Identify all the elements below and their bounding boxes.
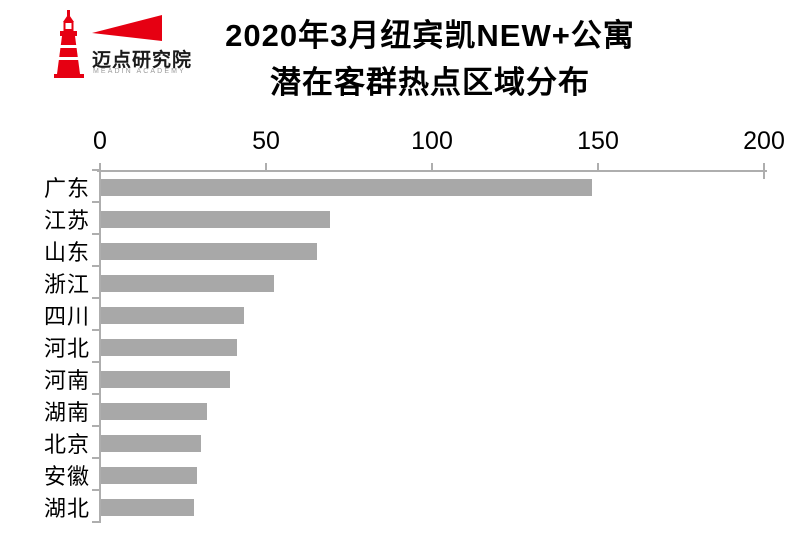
bar bbox=[101, 403, 208, 420]
x-axis-tick-mark bbox=[597, 163, 599, 170]
category-label: 河南 bbox=[43, 368, 90, 393]
category-label: 湖北 bbox=[43, 496, 90, 521]
category-label: 安徽 bbox=[43, 464, 90, 489]
x-axis-tick-label: 200 bbox=[743, 127, 785, 155]
y-axis-tick-mark bbox=[92, 425, 100, 427]
lighthouse-logo-icon bbox=[54, 10, 162, 78]
x-axis-tick-mark bbox=[763, 163, 765, 170]
category-label: 山东 bbox=[43, 240, 90, 265]
bar bbox=[101, 179, 593, 196]
y-axis-tick-mark bbox=[92, 329, 100, 331]
bar bbox=[101, 467, 198, 484]
category-label: 北京 bbox=[43, 432, 90, 457]
bar bbox=[101, 371, 231, 388]
bar bbox=[101, 307, 244, 324]
category-label: 河北 bbox=[43, 336, 90, 361]
light-beam-icon bbox=[92, 15, 162, 41]
bar bbox=[101, 499, 194, 516]
brand-subtitle: MEADIN ACADEMY bbox=[93, 68, 186, 75]
x-axis-tick-label: 150 bbox=[577, 127, 619, 155]
brand-logo: 迈点研究院 MEADIN ACADEMY bbox=[50, 5, 195, 89]
x-axis-tick-label: 0 bbox=[93, 127, 107, 155]
category-label: 浙江 bbox=[43, 272, 90, 297]
x-axis-tick-mark bbox=[265, 163, 267, 170]
x-axis-tick-mark bbox=[431, 163, 433, 170]
y-axis-line bbox=[99, 170, 101, 523]
y-axis-tick-mark bbox=[92, 457, 100, 459]
bar bbox=[101, 435, 201, 452]
brand-name: 迈点研究院 bbox=[92, 50, 193, 71]
category-label: 四川 bbox=[43, 304, 90, 329]
category-label: 湖南 bbox=[43, 400, 90, 425]
bar bbox=[101, 243, 317, 260]
y-axis-tick-mark bbox=[92, 489, 100, 491]
y-axis-tick-mark bbox=[92, 169, 100, 171]
chart-title-line1: 2020年3月纽宾凯NEW+公寓 bbox=[225, 18, 635, 53]
category-label: 江苏 bbox=[43, 208, 90, 233]
x-axis-tick-label: 100 bbox=[411, 127, 453, 155]
y-axis-tick-mark bbox=[92, 201, 100, 203]
bar bbox=[101, 211, 331, 228]
chart-title: 2020年3月纽宾凯NEW+公寓 潜在客群热点区域分布 bbox=[60, 12, 800, 106]
x-axis-line bbox=[97, 170, 767, 172]
x-axis-end-tick-mark bbox=[99, 172, 101, 179]
y-axis-tick-mark bbox=[92, 521, 100, 523]
y-axis-tick-mark bbox=[92, 393, 100, 395]
chart-title-line2: 潜在客群热点区域分布 bbox=[270, 65, 590, 100]
bar bbox=[101, 339, 238, 356]
y-axis-tick-mark bbox=[92, 233, 100, 235]
bar bbox=[101, 275, 274, 292]
y-axis-tick-mark bbox=[92, 265, 100, 267]
x-axis-tick-mark bbox=[99, 163, 101, 170]
y-axis-tick-mark bbox=[92, 361, 100, 363]
y-axis-tick-mark bbox=[92, 297, 100, 299]
x-axis-tick-label: 50 bbox=[252, 127, 280, 155]
category-label: 广东 bbox=[43, 176, 90, 201]
x-axis-end-tick-mark bbox=[763, 172, 765, 179]
